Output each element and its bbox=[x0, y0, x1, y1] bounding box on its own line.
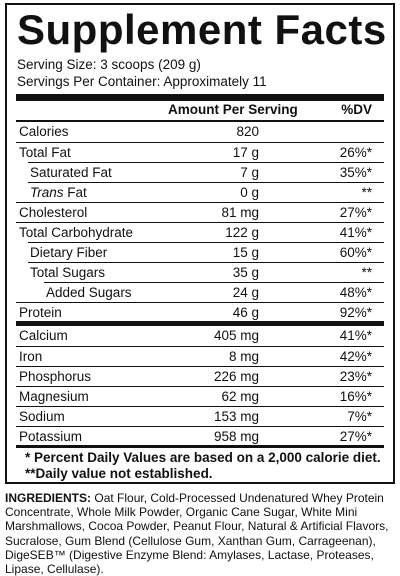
nutrient-dv: 27%* bbox=[339, 205, 372, 220]
nutrient-dv: 7%* bbox=[347, 409, 372, 424]
nutrient-dv: 60%* bbox=[339, 245, 372, 260]
nutrient-dv: 23%* bbox=[339, 369, 372, 384]
nutrient-amount: 153 mg bbox=[213, 409, 259, 424]
supplement-facts-panel: Supplement Facts Serving Size: 3 scoops … bbox=[5, 3, 395, 484]
nutrient-name: Total Sugars bbox=[30, 265, 106, 280]
nutrient-name: Total Fat bbox=[19, 145, 71, 160]
nutrient-name: Sodium bbox=[19, 409, 65, 424]
nutrient-dv: 16%* bbox=[339, 389, 372, 404]
nutrient-amount: 46 g bbox=[232, 305, 259, 320]
serving-size: Serving Size: 3 scoops (209 g) bbox=[17, 57, 201, 72]
nutrient-dv: 41%* bbox=[339, 328, 372, 343]
table-row: Potassium 958 mg 27%* bbox=[16, 426, 384, 446]
table-row: Calcium 405 mg 41%* bbox=[16, 326, 384, 346]
table-row: Added Sugars 24 g 48%* bbox=[16, 282, 384, 302]
nutrient-name: Saturated Fat bbox=[30, 165, 112, 180]
header-divider bbox=[16, 120, 384, 122]
nutrient-amount: 226 mg bbox=[213, 369, 259, 384]
nutrient-dv: ** bbox=[361, 265, 372, 280]
table-row: Cholesterol 81 mg 27%* bbox=[16, 202, 384, 222]
table-row: Calories 820 bbox=[16, 122, 384, 142]
table-row: Magnesium 62 mg 16%* bbox=[16, 386, 384, 406]
nutrient-dv: 35%* bbox=[339, 165, 372, 180]
nutrient-dv: ** bbox=[361, 185, 372, 200]
nutrient-dv: 26%* bbox=[339, 145, 372, 160]
table-row: Saturated Fat 7 g 35%* bbox=[16, 162, 384, 182]
dv-header: %DV bbox=[341, 102, 372, 117]
nutrient-amount: 405 mg bbox=[213, 328, 259, 343]
nutrient-amount: 17 g bbox=[232, 145, 259, 160]
table-row: Total Sugars 35 g ** bbox=[16, 262, 384, 282]
nutrient-name: Magnesium bbox=[19, 389, 89, 404]
ingredients-block: INGREDIENTS: Oat Flour, Cold-Processed U… bbox=[5, 491, 395, 576]
nutrient-amount: 820 bbox=[236, 124, 259, 139]
nutrient-dv: 41%* bbox=[339, 225, 372, 240]
nutrient-name: Dietary Fiber bbox=[30, 245, 108, 260]
nutrient-name: Calcium bbox=[19, 328, 68, 343]
footnote-not-established: **Daily value not established. bbox=[25, 466, 213, 481]
nutrient-amount: 8 mg bbox=[228, 349, 259, 364]
nutrient-name: Added Sugars bbox=[46, 285, 132, 300]
nutrient-amount: 15 g bbox=[232, 245, 259, 260]
table-row: Total Fat 17 g 26%* bbox=[16, 142, 384, 162]
nutrient-amount: 122 g bbox=[225, 225, 259, 240]
nutrient-name: Iron bbox=[19, 349, 43, 364]
footnote-dv: * Percent Daily Values are based on a 2,… bbox=[25, 450, 381, 465]
nutrient-dv: 27%* bbox=[339, 429, 372, 444]
thick-divider-bottom bbox=[16, 445, 384, 448]
amount-per-serving-header: Amount Per Serving bbox=[168, 102, 298, 117]
table-row: Total Carbohydrate 122 g 41%* bbox=[16, 222, 384, 242]
table-row: Trans Fat 0 g ** bbox=[16, 182, 384, 202]
nutrient-amount: 62 mg bbox=[221, 389, 259, 404]
nutrient-amount: 24 g bbox=[232, 285, 259, 300]
servings-per-container: Servings Per Container: Approximately 11 bbox=[17, 74, 267, 89]
nutrient-amount: 0 g bbox=[240, 185, 259, 200]
table-row: Dietary Fiber 15 g 60%* bbox=[16, 242, 384, 262]
table-row: Sodium 153 mg 7%* bbox=[16, 406, 384, 426]
ingredients-text: Oat Flour, Cold-Processed Undenatured Wh… bbox=[5, 491, 389, 576]
trans-label: Trans bbox=[30, 185, 64, 200]
nutrient-name: Calories bbox=[19, 124, 69, 139]
nutrient-name: Protein bbox=[19, 305, 62, 320]
nutrient-name: Potassium bbox=[19, 429, 83, 444]
nutrient-amount: 81 mg bbox=[221, 205, 259, 220]
table-row: Iron 8 mg 42%* bbox=[16, 346, 384, 366]
table-row: Phosphorus 226 mg 23%* bbox=[16, 366, 384, 386]
nutrient-name: Trans Fat bbox=[30, 185, 87, 200]
ingredients-label: INGREDIENTS: bbox=[5, 491, 92, 505]
nutrient-dv: 92%* bbox=[339, 305, 372, 320]
nutrient-dv: 48%* bbox=[339, 285, 372, 300]
table-row: Protein 46 g 92%* bbox=[16, 302, 384, 322]
nutrient-dv: 42%* bbox=[339, 349, 372, 364]
nutrient-name: Cholesterol bbox=[19, 205, 88, 220]
thick-divider-top bbox=[16, 94, 384, 101]
nutrient-amount: 958 mg bbox=[213, 429, 259, 444]
thick-divider-middle bbox=[16, 321, 384, 326]
nutrient-name: Total Carbohydrate bbox=[19, 225, 134, 240]
nutrient-name: Phosphorus bbox=[19, 369, 92, 384]
panel-title: Supplement Facts bbox=[17, 6, 387, 53]
trans-suffix: Fat bbox=[63, 185, 87, 200]
nutrient-amount: 35 g bbox=[232, 265, 259, 280]
nutrient-amount: 7 g bbox=[240, 165, 259, 180]
